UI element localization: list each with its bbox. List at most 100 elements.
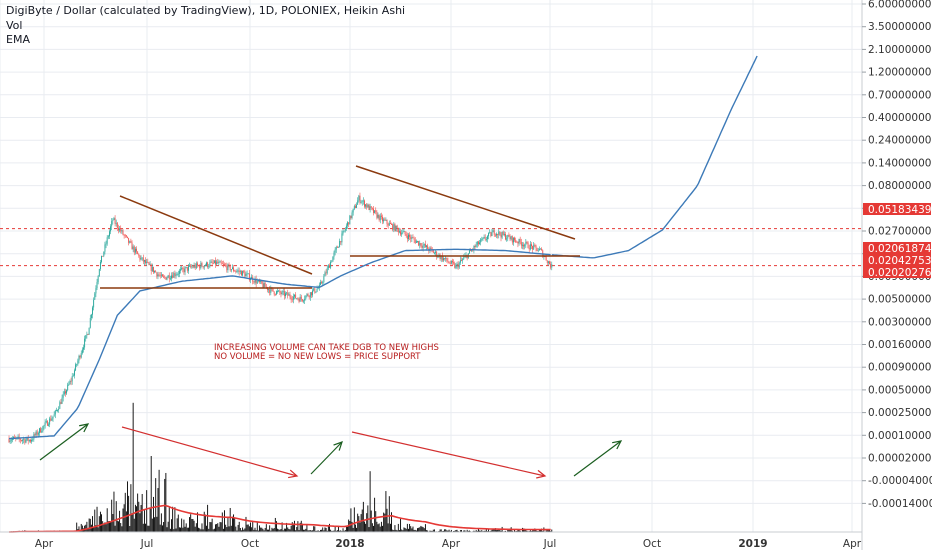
price-axis[interactable]: 6.000000003.500000002.100000001.20000000… [862, 0, 932, 550]
candle-body [328, 265, 329, 268]
candle-body [22, 440, 23, 441]
candle-body [393, 224, 394, 230]
candle-body [65, 391, 66, 393]
candle-body [216, 262, 217, 265]
candle-body [288, 294, 289, 295]
candle-body [233, 267, 234, 270]
volume-bar [378, 524, 379, 532]
candle-body [66, 390, 67, 393]
candle-body [139, 256, 140, 260]
candle-body [506, 238, 507, 239]
volume-bar [110, 522, 111, 532]
candle-body [72, 376, 73, 381]
candle-body [512, 236, 513, 242]
candle-body [10, 441, 11, 442]
candle-body [198, 265, 199, 266]
x-tick-label: Oct [643, 538, 661, 550]
candle-body [480, 239, 481, 242]
candle-body [515, 240, 516, 242]
price-label: 0.02042753 [868, 255, 931, 267]
volume-bar [180, 528, 181, 532]
volume-bar [361, 514, 362, 532]
candle-body [260, 281, 261, 282]
candle-body [470, 250, 471, 251]
candle-body [31, 440, 32, 442]
candle-body [309, 296, 310, 297]
y-tick-label: -0.00004000 [868, 475, 932, 487]
candle-body [293, 297, 294, 300]
candle-body [375, 210, 376, 212]
volume-bar [183, 520, 184, 532]
y-tick-label: -0.00014000 [868, 498, 932, 510]
candle-body [126, 235, 127, 236]
candle-body [218, 262, 219, 263]
candle-body [514, 238, 515, 241]
candle-body [493, 230, 494, 232]
candle-body [499, 232, 500, 235]
candle-body [420, 243, 421, 246]
candle-body [366, 204, 367, 207]
candle-body [109, 231, 110, 236]
candle-body [495, 235, 496, 236]
volume-bar [114, 492, 115, 532]
candle-body [150, 264, 151, 265]
candle-body [35, 434, 36, 435]
volume-bar [230, 508, 231, 532]
y-tick-label: 0.08000000 [868, 180, 931, 192]
y-tick-label: 0.00500000 [868, 294, 931, 306]
candle-body [490, 232, 491, 236]
candle-body [494, 230, 495, 234]
volume-bar [358, 516, 359, 532]
candle-body [221, 262, 222, 264]
volume-bar [119, 511, 120, 532]
volume-bar [226, 527, 227, 532]
candle-body [79, 356, 80, 361]
candle-body [144, 260, 145, 261]
candle-body [125, 235, 126, 236]
volume-bar [251, 527, 252, 532]
candle-body [532, 246, 533, 249]
candle-body [98, 276, 99, 282]
candle-body [520, 239, 521, 242]
candle-body [238, 270, 239, 271]
candle-body [463, 257, 464, 259]
candle-body [211, 262, 212, 263]
candle-body [118, 228, 119, 230]
candle-body [86, 334, 87, 335]
volume-bar [185, 527, 186, 532]
volume-bar [150, 508, 151, 532]
candle-body [497, 234, 498, 235]
volume-bar [417, 528, 418, 532]
volume-bar [93, 527, 94, 532]
candle-body [406, 234, 407, 236]
candle-body [301, 297, 302, 300]
candle-body [143, 257, 144, 261]
candle-body [93, 300, 94, 308]
volume-bar [346, 526, 347, 532]
volume-bar [134, 519, 135, 532]
volume-bar [181, 519, 182, 532]
x-tick-label: Oct [241, 538, 259, 550]
candle-body [337, 247, 338, 248]
arrow-shaft [40, 424, 88, 460]
candle-body [283, 291, 284, 292]
volume-bar [132, 513, 133, 532]
candle-body [325, 272, 326, 276]
annotation-line: NO VOLUME = NO NEW LOWS = PRICE SUPPORT [214, 352, 421, 362]
candle-body [207, 262, 208, 266]
candle-body [277, 291, 278, 292]
candle-body [205, 265, 206, 266]
candle-body [30, 440, 31, 442]
volume-bar [206, 526, 207, 532]
candle-body [138, 254, 139, 255]
candle-body [281, 293, 282, 294]
candle-body [155, 271, 156, 273]
candle-body [540, 249, 541, 250]
volume-bar [202, 523, 203, 532]
candle-body [410, 237, 411, 239]
candle-body [99, 269, 100, 276]
volume-bar [235, 527, 236, 532]
candle-body [220, 262, 221, 263]
